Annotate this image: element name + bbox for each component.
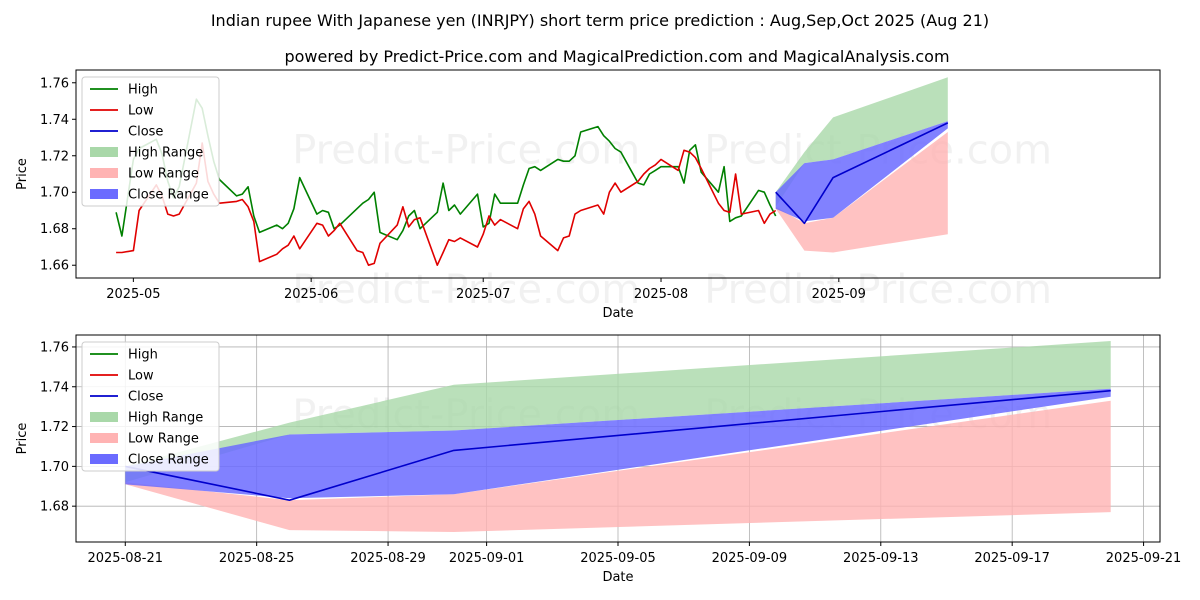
low-series-line xyxy=(116,142,777,267)
x-tick-label: 2025-09-21 xyxy=(1106,551,1182,566)
y-tick-label: 1.74 xyxy=(40,380,69,395)
y-tick-label: 1.68 xyxy=(40,222,69,237)
x-tick-label: 2025-09-09 xyxy=(712,551,788,566)
x-tick-label: 2025-09-17 xyxy=(974,551,1050,566)
x-axis-label: Date xyxy=(602,570,633,585)
legend-label-high: High xyxy=(128,83,158,98)
legend-label-low: Low xyxy=(128,104,154,119)
low-range-band xyxy=(125,400,1111,532)
close-series-line xyxy=(125,389,1111,502)
y-tick-label: 1.76 xyxy=(40,340,69,355)
x-tick-label: 2025-07 xyxy=(456,287,510,302)
legend-label-high: High xyxy=(128,348,158,363)
x-tick-label: 2025-09-05 xyxy=(580,551,656,566)
legend-label-close-range: Close Range xyxy=(128,188,209,203)
high-range-band xyxy=(775,77,948,207)
legend-label-close: Close xyxy=(128,125,163,140)
chart-subtitle: powered by Predict-Price.com and Magical… xyxy=(284,47,949,66)
y-tick-label: 1.72 xyxy=(40,420,69,435)
x-tick-label: 2025-09-13 xyxy=(843,551,919,566)
y-tick-label: 1.66 xyxy=(40,259,69,274)
legend-label-low-range: Low Range xyxy=(128,432,199,447)
x-tick-label: 2025-08-21 xyxy=(87,551,163,566)
y-tick-label: 1.76 xyxy=(40,76,69,91)
legend-swatch-close-range xyxy=(90,454,118,464)
watermark-text: Predict-Price.com xyxy=(292,267,640,313)
x-tick-label: 2025-09-01 xyxy=(449,551,525,566)
y-tick-label: 1.72 xyxy=(40,149,69,164)
legend-label-high-range: High Range xyxy=(128,146,203,161)
legend-swatch-high-range xyxy=(90,147,118,157)
legend-label-close: Close xyxy=(128,390,163,405)
legend-label-high-range: High Range xyxy=(128,411,203,426)
y-tick-label: 1.68 xyxy=(40,500,69,515)
y-tick-label: 1.74 xyxy=(40,113,69,128)
legend-swatch-high-range xyxy=(90,412,118,422)
plot-area xyxy=(115,77,949,267)
y-tick-label: 1.70 xyxy=(40,460,69,475)
y-axis-label: Price xyxy=(15,158,30,190)
bottom-panel: Predict-Price.comPredict-Price.com1.681.… xyxy=(15,334,1182,585)
x-tick-label: 2025-08-29 xyxy=(350,551,426,566)
low-range-band xyxy=(775,132,948,253)
legend-label-low: Low xyxy=(128,369,154,384)
legend: High Low Close High Range Low Range Close Ran… xyxy=(81,341,220,472)
top-panel: Predict-Price.com Predict-Price.com Predic… xyxy=(15,69,1161,321)
watermark-text: Predict-Price.com xyxy=(704,267,1052,313)
x-axis-label: Date xyxy=(602,306,633,321)
legend-label-close-range: Close Range xyxy=(128,453,209,468)
x-tick-label: 2025-05 xyxy=(106,287,160,302)
y-tick-label: 1.70 xyxy=(40,186,69,201)
chart-title: Indian rupee With Japanese yen (INRJPY) … xyxy=(211,11,989,30)
close-range-band xyxy=(775,121,948,222)
watermark-text: Predict-Price.com xyxy=(292,128,640,174)
y-axis-label: Price xyxy=(15,423,30,455)
legend-swatch-low-range xyxy=(90,433,118,443)
legend: High Low Close High Range Low Range Close Ran… xyxy=(81,76,220,207)
legend-label-low-range: Low Range xyxy=(128,167,199,182)
x-tick-label: 2025-09 xyxy=(812,287,866,302)
x-tick-label: 2025-06 xyxy=(284,287,338,302)
high-series-line xyxy=(115,98,777,241)
plot-area xyxy=(125,341,1111,532)
close-range-band xyxy=(125,388,1111,499)
legend-swatch-close-range xyxy=(90,189,118,199)
legend-swatch-low-range xyxy=(90,168,118,178)
axes-frame xyxy=(75,69,1161,279)
x-tick-label: 2025-08-25 xyxy=(219,551,295,566)
x-tick-label: 2025-08 xyxy=(634,287,688,302)
close-series-line xyxy=(775,122,949,225)
high-range-band xyxy=(125,341,1111,483)
